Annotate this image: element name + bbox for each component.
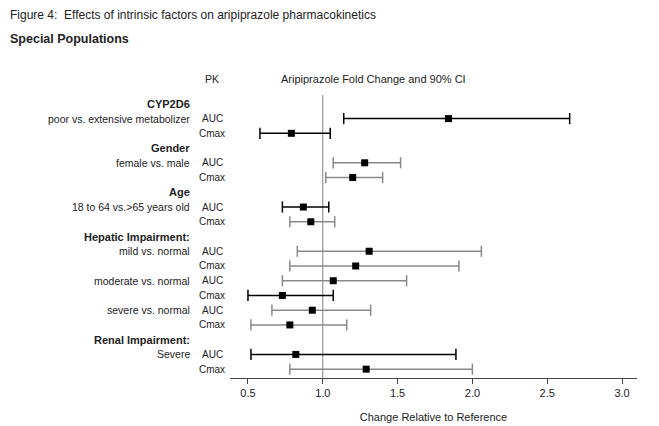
svg-text:Cmax: Cmax bbox=[199, 128, 225, 139]
svg-text:AUC: AUC bbox=[202, 305, 223, 316]
svg-text:AUC: AUC bbox=[202, 113, 223, 124]
svg-text:AUC: AUC bbox=[202, 349, 223, 360]
svg-text:Hepatic Impairment:: Hepatic Impairment: bbox=[84, 231, 190, 243]
svg-text:AUC: AUC bbox=[202, 246, 223, 257]
svg-text:0.5: 0.5 bbox=[240, 387, 255, 399]
svg-text:Aripiprazole Fold Change and 9: Aripiprazole Fold Change and 90% CI bbox=[281, 73, 466, 85]
svg-text:2.0: 2.0 bbox=[465, 387, 480, 399]
svg-text:AUC: AUC bbox=[202, 157, 223, 168]
svg-text:moderate vs. normal: moderate vs. normal bbox=[94, 275, 190, 287]
svg-text:CYP2D6: CYP2D6 bbox=[147, 98, 190, 110]
svg-text:Cmax: Cmax bbox=[199, 216, 225, 227]
svg-text:Age: Age bbox=[169, 186, 190, 198]
svg-text:PK: PK bbox=[205, 73, 219, 85]
svg-text:1.0: 1.0 bbox=[315, 387, 330, 399]
svg-text:2.5: 2.5 bbox=[540, 387, 555, 399]
svg-text:Change Relative to Reference: Change Relative to Reference bbox=[360, 411, 507, 423]
svg-text:Special Populations: Special Populations bbox=[10, 32, 129, 46]
svg-text:Figure 4: Effects of intrinsi: Figure 4: Effects of intrinsic factors o… bbox=[10, 8, 376, 22]
svg-text:18 to 64 vs.>65 years old: 18 to 64 vs.>65 years old bbox=[72, 201, 190, 213]
svg-text:AUC: AUC bbox=[202, 275, 223, 286]
svg-text:mild vs. normal: mild vs. normal bbox=[119, 245, 190, 257]
svg-text:AUC: AUC bbox=[202, 202, 223, 213]
svg-text:female vs. male: female vs. male bbox=[116, 157, 190, 169]
svg-text:Renal Impairment:: Renal Impairment: bbox=[94, 334, 190, 346]
svg-text:Cmax: Cmax bbox=[199, 319, 225, 330]
svg-text:Cmax: Cmax bbox=[199, 172, 225, 183]
svg-text:Gender: Gender bbox=[151, 142, 190, 154]
svg-text:Cmax: Cmax bbox=[199, 290, 225, 301]
svg-text:Severe: Severe bbox=[157, 348, 190, 360]
svg-text:severe vs. normal: severe vs. normal bbox=[107, 304, 190, 316]
svg-text:poor vs. extensive metabolizer: poor vs. extensive metabolizer bbox=[48, 113, 190, 125]
svg-text:1.5: 1.5 bbox=[390, 387, 405, 399]
svg-text:Cmax: Cmax bbox=[199, 364, 225, 375]
svg-text:3.0: 3.0 bbox=[614, 387, 629, 399]
svg-text:Cmax: Cmax bbox=[199, 260, 225, 271]
